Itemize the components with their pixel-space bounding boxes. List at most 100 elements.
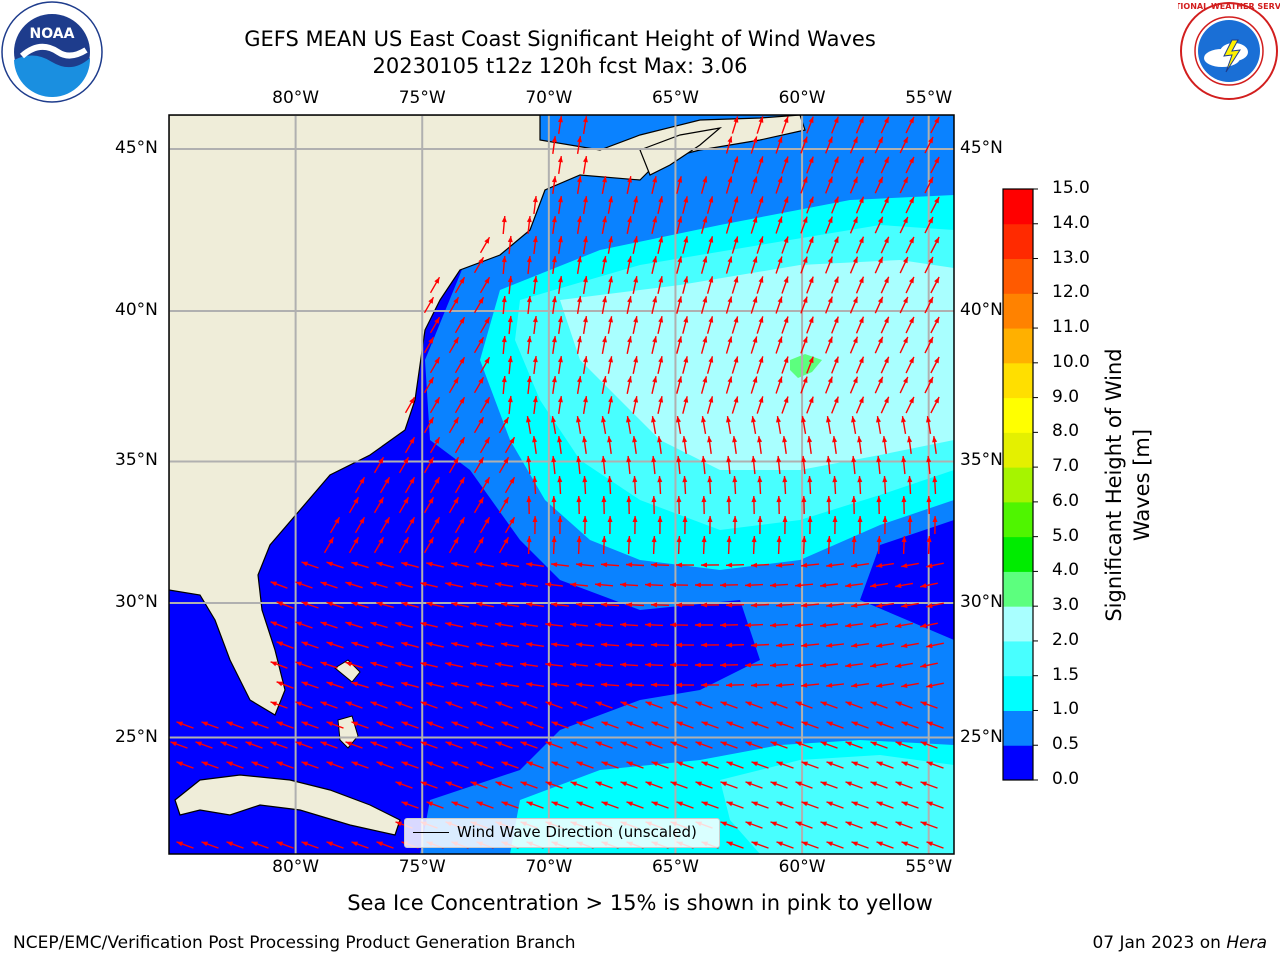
wave-arrow-head (857, 436, 863, 443)
wave-arrow-head (576, 496, 582, 503)
wave-arrow-head (876, 563, 883, 568)
wave-arrow-head (409, 517, 415, 524)
wave-arrow-head (582, 516, 588, 522)
wave-arrow-head (570, 582, 577, 588)
lon-label-top: 80°W (272, 88, 320, 108)
wave-arrow-head (858, 196, 864, 204)
lat-label-right: 40°N (960, 299, 1003, 320)
wave-arrow-head (683, 356, 689, 363)
wave-arrow-head (909, 116, 914, 124)
wave-arrow-head (607, 436, 613, 443)
wave-arrow-head (632, 476, 638, 483)
wave-arrow-head (484, 317, 490, 324)
wave-arrow-head (676, 682, 682, 688)
wave-arrow-head (251, 761, 258, 767)
wave-arrow-head (326, 641, 333, 647)
wave-arrow-head (351, 641, 358, 647)
wave-arrow-head (576, 682, 583, 688)
wave-arrow-head (633, 356, 639, 363)
wave-arrow-head (757, 516, 763, 522)
wave-arrow-head (895, 821, 902, 827)
wave-arrow-head (826, 801, 833, 807)
nws-logo: NATIONAL WEATHER SERVICE (1178, 2, 1280, 100)
wave-arrow-head (903, 376, 908, 384)
wave-arrow-head (833, 116, 839, 124)
wave-arrow-head (503, 457, 509, 464)
wave-arrow-head (832, 516, 838, 522)
wave-arrow-head (201, 721, 208, 727)
map-frame (168, 114, 955, 855)
wave-arrow-head (608, 356, 613, 363)
wave-arrow-head (732, 516, 738, 522)
wave-arrow-head (434, 517, 440, 524)
wave-arrow-head (645, 622, 652, 628)
wave-arrow-head (720, 781, 727, 787)
wave-arrow-head (484, 397, 490, 404)
wave-arrow-head (551, 136, 557, 143)
wave-arrow-head (451, 681, 458, 687)
colorbar-tick-label: 12.0 (1052, 282, 1090, 303)
wave-arrow-head (758, 276, 764, 283)
wave-arrow-head (557, 236, 563, 243)
wave-arrow-head (928, 176, 933, 184)
wave-arrow-head (576, 602, 583, 608)
wave-arrow-head (376, 761, 383, 767)
colorbar-swatch (1003, 640, 1033, 677)
wave-arrow-head (453, 417, 459, 424)
wave-arrow-head (826, 496, 832, 503)
colorbar-tick-label: 8.0 (1052, 421, 1080, 442)
wave-arrow-head (507, 276, 513, 283)
colorbar-swatch (1003, 328, 1033, 364)
wave-arrow-head (795, 622, 802, 628)
wave-arrow-head (677, 336, 683, 343)
wave-arrow-head (776, 536, 782, 543)
wave-arrow-head (858, 316, 864, 324)
wave-arrow-head (745, 821, 752, 827)
wave-arrow-head (395, 661, 402, 667)
wave-arrow-head (501, 256, 507, 263)
wave-arrow-head (801, 642, 808, 648)
wave-arrow-head (295, 701, 302, 707)
wave-arrow-head (776, 416, 781, 423)
wave-arrow-head (795, 701, 802, 707)
wave-arrow-head (557, 476, 563, 483)
wave-arrow-head (851, 602, 858, 608)
wave-arrow-head (620, 701, 627, 707)
wave-arrow-head (601, 602, 608, 608)
wave-arrow-head (557, 156, 563, 163)
wave-arrow-head (470, 741, 477, 747)
wave-arrow-head (626, 682, 633, 688)
wave-arrow-head (601, 761, 608, 767)
wave-arrow-head (526, 801, 533, 807)
wave-arrow-head (877, 296, 883, 304)
wave-arrow-head (770, 781, 777, 787)
wave-arrow-head (707, 476, 713, 483)
wave-arrow-head (701, 456, 707, 463)
wave-arrow-head (827, 256, 833, 264)
wave-arrow-head (732, 476, 738, 483)
wave-arrow-head (401, 801, 408, 807)
wave-arrow-head (826, 602, 833, 608)
chart-title: GEFS MEAN US East Coast Significant Heig… (244, 27, 876, 51)
wave-arrow-head (782, 436, 788, 443)
wave-arrow-head (395, 701, 402, 707)
lon-label-top: 65°W (651, 88, 699, 108)
wave-arrow-head (903, 336, 908, 344)
lon-label-top: 75°W (398, 88, 446, 108)
wave-arrow-head (395, 581, 402, 587)
wave-arrow-head (852, 296, 858, 304)
wave-arrow-head (470, 781, 477, 787)
wave-arrow-head (677, 216, 683, 223)
wave-arrow-head (551, 496, 557, 503)
wave-arrow-head (577, 176, 582, 183)
wave-arrow-head (795, 582, 802, 588)
wave-arrow-head (895, 781, 902, 787)
wave-arrow-head (459, 317, 465, 324)
wave-arrow-head (845, 821, 852, 827)
footer-credit: NCEP/EMC/Verification Post Processing Pr… (13, 933, 576, 953)
wave-arrow-head (802, 136, 808, 143)
wave-arrow-head (845, 622, 852, 628)
wave-arrow-head (532, 236, 538, 243)
wave-arrow-head (620, 622, 627, 628)
wave-arrow-head (551, 682, 558, 688)
